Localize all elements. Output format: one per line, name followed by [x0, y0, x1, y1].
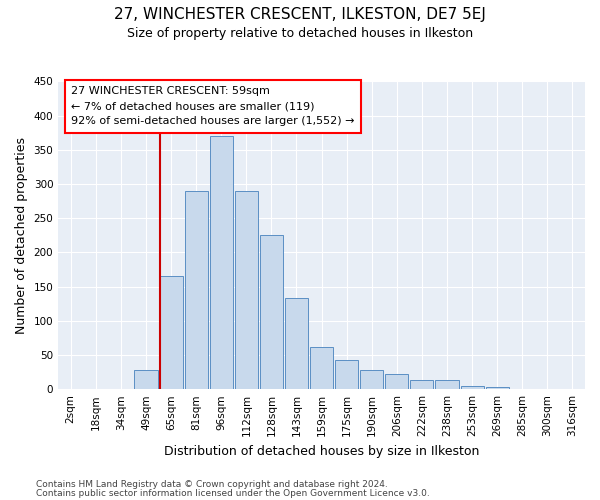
Bar: [285, 298, 308, 389]
Y-axis label: Number of detached properties: Number of detached properties: [15, 137, 28, 334]
Bar: [461, 386, 484, 389]
Text: Size of property relative to detached houses in Ilkeston: Size of property relative to detached ho…: [127, 28, 473, 40]
Bar: [436, 380, 458, 389]
Text: 27 WINCHESTER CRESCENT: 59sqm
← 7% of detached houses are smaller (119)
92% of s: 27 WINCHESTER CRESCENT: 59sqm ← 7% of de…: [71, 86, 355, 126]
Bar: [235, 191, 258, 389]
Bar: [160, 276, 182, 389]
Text: Contains public sector information licensed under the Open Government Licence v3: Contains public sector information licen…: [36, 489, 430, 498]
Bar: [209, 136, 233, 389]
Bar: [385, 374, 409, 389]
Bar: [260, 236, 283, 389]
Bar: [335, 360, 358, 389]
Bar: [485, 387, 509, 389]
Bar: [360, 370, 383, 389]
Bar: [185, 191, 208, 389]
X-axis label: Distribution of detached houses by size in Ilkeston: Distribution of detached houses by size …: [164, 444, 479, 458]
Bar: [310, 347, 333, 389]
Bar: [410, 380, 433, 389]
Bar: [134, 370, 158, 389]
Text: 27, WINCHESTER CRESCENT, ILKESTON, DE7 5EJ: 27, WINCHESTER CRESCENT, ILKESTON, DE7 5…: [114, 8, 486, 22]
Text: Contains HM Land Registry data © Crown copyright and database right 2024.: Contains HM Land Registry data © Crown c…: [36, 480, 388, 489]
